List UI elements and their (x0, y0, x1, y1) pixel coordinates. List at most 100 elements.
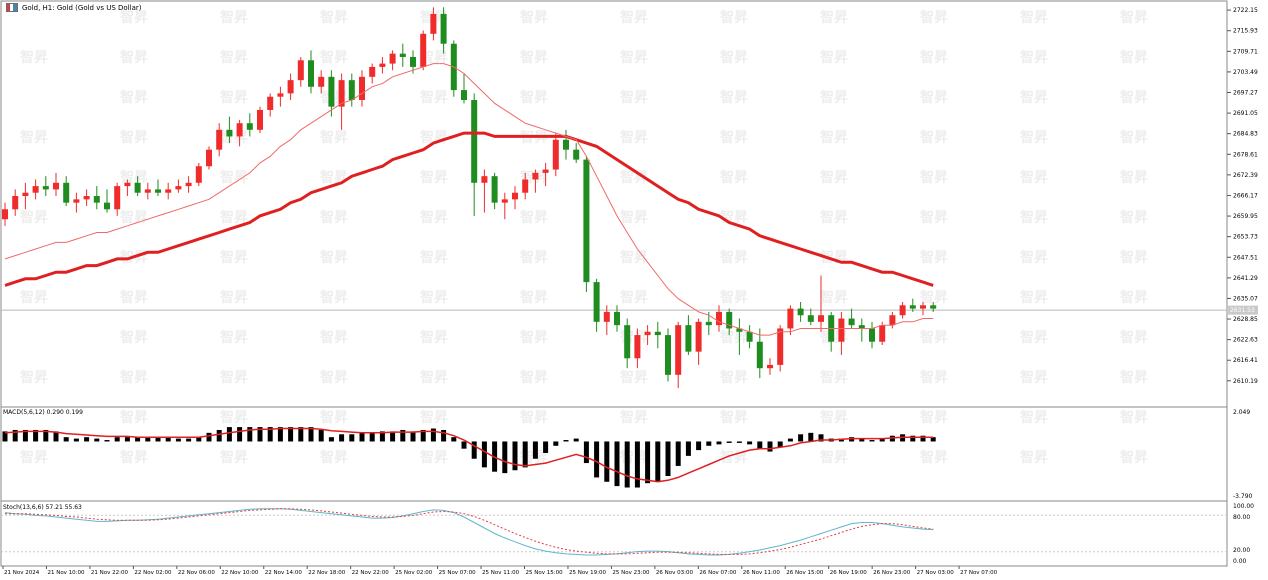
time-tick-label: 26 Nov 15:00 (786, 570, 824, 576)
price-tick-label: 2610.19 (1233, 378, 1258, 385)
macd-bar (563, 440, 569, 442)
watermark-text: 智昇 (619, 369, 648, 386)
watermark-text: 智昇 (619, 49, 648, 66)
watermark-text: 智昇 (419, 209, 448, 226)
macd-bar (63, 437, 69, 442)
candle-body (267, 96, 274, 110)
watermark-text: 智昇 (919, 289, 948, 306)
watermark-text: 智昇 (219, 89, 248, 106)
moving-average-slow-line (4, 131, 934, 287)
macd-bar (257, 427, 263, 442)
watermark-text: 智昇 (919, 369, 948, 386)
macd-bar (451, 437, 457, 442)
watermark-text: 智昇 (219, 9, 248, 26)
candle-body (93, 196, 100, 203)
candle-body (583, 159, 590, 283)
candle-body (685, 325, 692, 352)
watermark-text: 智昇 (1119, 249, 1148, 266)
watermark-text: 智昇 (919, 49, 948, 66)
candle-body (430, 13, 437, 34)
price-tick-label: 2684.83 (1233, 131, 1258, 138)
candle-body (705, 321, 712, 326)
macd-scale-label: 2.049 (1233, 409, 1250, 416)
time-tick-label: 22 Nov 06:00 (178, 570, 216, 576)
candle-body (909, 305, 916, 309)
watermark-text: 智昇 (119, 89, 148, 106)
watermark-text: 智昇 (819, 409, 848, 426)
candle-body (155, 189, 161, 193)
candle-body (501, 199, 508, 203)
macd-bar (583, 441, 589, 464)
candle-body (593, 282, 600, 322)
watermark-text: 智昇 (419, 49, 448, 66)
time-tick-label: 26 Nov 07:00 (699, 570, 737, 576)
candle-body (175, 186, 182, 190)
macd-bar (594, 441, 600, 478)
price-axis[interactable]: 2722.15 2715.93 2709.71 2703.49 2697.27 2691.… (1227, 7, 1258, 385)
watermark-text: 智昇 (819, 169, 848, 186)
candle-body (532, 172, 539, 180)
candle-body (216, 129, 223, 150)
watermark-text: 智昇 (1019, 369, 1048, 386)
candle-body (818, 315, 824, 322)
macd-bar (634, 441, 640, 488)
candle-body (359, 76, 365, 101)
macd-bar (808, 432, 814, 442)
watermark-text: 智昇 (819, 289, 848, 306)
watermark-text: 智昇 (19, 369, 48, 386)
price-panel[interactable] (1, 7, 1227, 389)
watermark-text: 智昇 (719, 9, 748, 26)
watermark-text: 智昇 (319, 329, 348, 346)
chart-title: Gold, H1: Gold (Gold vs US Dollar) (22, 3, 142, 12)
price-tick-label: 2691.05 (1233, 110, 1258, 117)
time-tick-label: 25 Nov 19:00 (569, 570, 607, 576)
watermark-text: 智昇 (819, 89, 848, 106)
time-axis[interactable]: 21 Nov 2024 21 Nov 10:00 21 Nov 22:00 22 No… (2, 566, 998, 576)
macd-bar (706, 441, 712, 446)
watermark-text: 智昇 (119, 369, 148, 386)
candle-body (920, 305, 926, 309)
macd-bar (879, 438, 885, 442)
watermark-text: 智昇 (1019, 329, 1048, 346)
candle-body (348, 80, 355, 101)
macd-bar (114, 437, 120, 442)
candle-body (838, 318, 845, 342)
watermark-text: 智昇 (819, 369, 848, 386)
macd-bar (84, 437, 90, 442)
macd-bar (512, 441, 518, 471)
macd-panel[interactable] (2, 427, 936, 488)
watermark-text: 智昇 (719, 89, 748, 106)
watermark-text: 智昇 (119, 169, 148, 186)
watermark-text: 智昇 (1019, 89, 1048, 106)
watermark-text: 智昇 (419, 409, 448, 426)
macd-bar (930, 437, 936, 442)
macd-bar (655, 441, 661, 482)
watermark-text: 智昇 (19, 49, 48, 66)
price-tick-label: 2635.07 (1233, 295, 1258, 302)
watermark-text: 智昇 (1119, 169, 1148, 186)
macd-bar (94, 438, 100, 442)
price-tick-label: 2653.73 (1233, 234, 1258, 241)
macd-bar (359, 432, 365, 442)
watermark-text: 智昇 (319, 209, 348, 226)
macd-bar (186, 438, 192, 442)
time-tick-label: 27 Nov 03:00 (917, 570, 955, 576)
watermark-text: 智昇 (1019, 249, 1048, 266)
candle-body (512, 192, 518, 200)
watermark-text: 智昇 (419, 449, 448, 466)
watermark-text: 智昇 (19, 209, 48, 226)
watermark-text: 智昇 (119, 49, 148, 66)
stochastic-panel[interactable] (1, 508, 1227, 556)
candle-body (206, 149, 212, 167)
watermark-text: 智昇 (419, 289, 448, 306)
macd-bar (767, 441, 773, 452)
macd-bar (124, 437, 130, 442)
watermark-text: 智昇 (219, 289, 248, 306)
candle-body (328, 76, 335, 107)
macd-bar (135, 437, 141, 442)
candle-body (277, 93, 284, 97)
price-tick-label: 2709.71 (1233, 48, 1258, 55)
candle-body (226, 129, 233, 137)
watermark-text: 智昇 (619, 129, 648, 146)
